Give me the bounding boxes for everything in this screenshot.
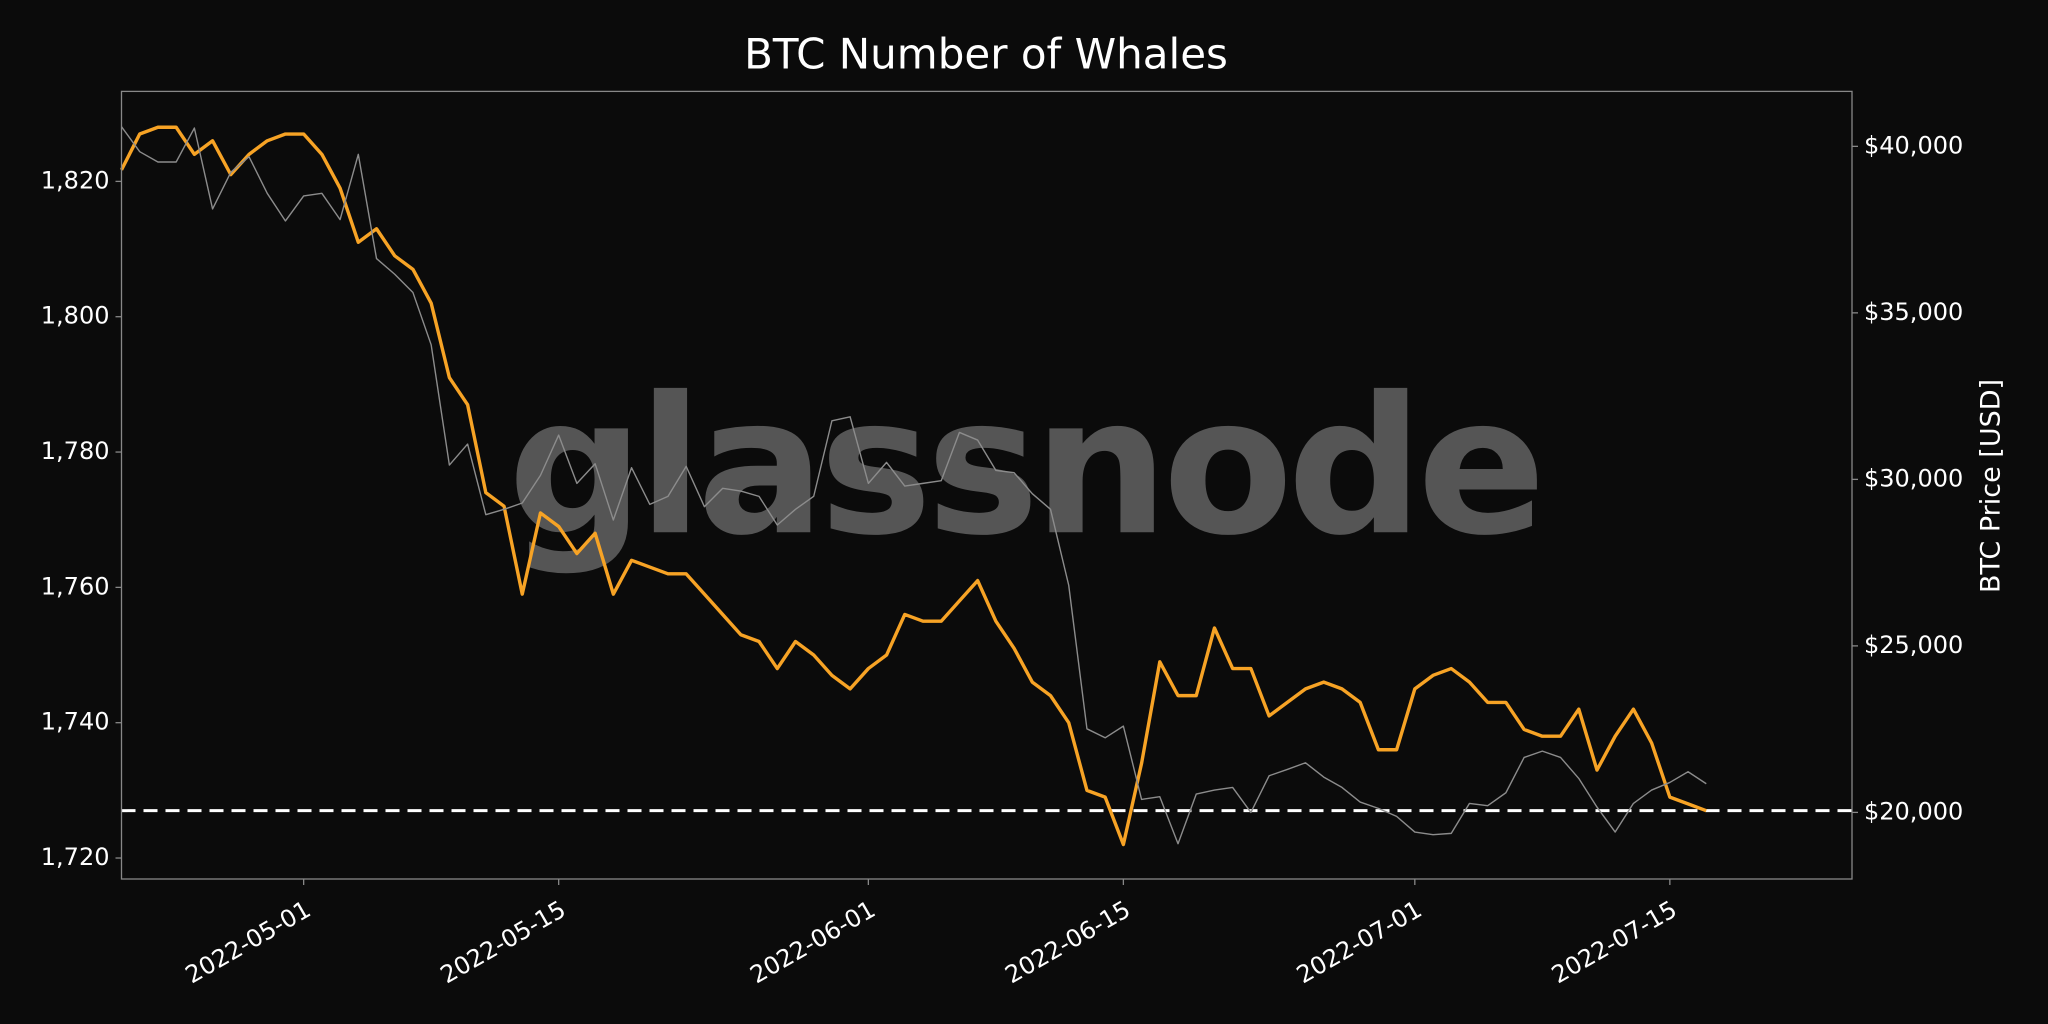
plot-frame	[120, 90, 1853, 880]
y-tick-label: 1,820	[41, 166, 110, 194]
y-tick-label: 1,800	[41, 302, 110, 330]
data-line	[119, 125, 1707, 847]
y-tick-label: 1,780	[41, 437, 110, 465]
y-tick-label: 1,740	[41, 708, 110, 736]
y-tick-label: 1,760	[41, 572, 110, 600]
y2-tick-label: $30,000	[1864, 464, 1963, 492]
y-tick-label: 1,720	[41, 843, 110, 871]
y2-tick-label: $20,000	[1864, 797, 1963, 825]
y2-tick-label: $25,000	[1864, 631, 1963, 659]
y2-tick-label: $40,000	[1864, 131, 1963, 159]
chart-title: BTC Number of Whales	[744, 30, 1228, 79]
y2-axis-label: BTC Price [USD]	[1976, 379, 2007, 593]
watermark: glassnode	[508, 356, 1540, 577]
y2-tick-label: $35,000	[1864, 298, 1963, 326]
data-line	[120, 126, 1707, 845]
